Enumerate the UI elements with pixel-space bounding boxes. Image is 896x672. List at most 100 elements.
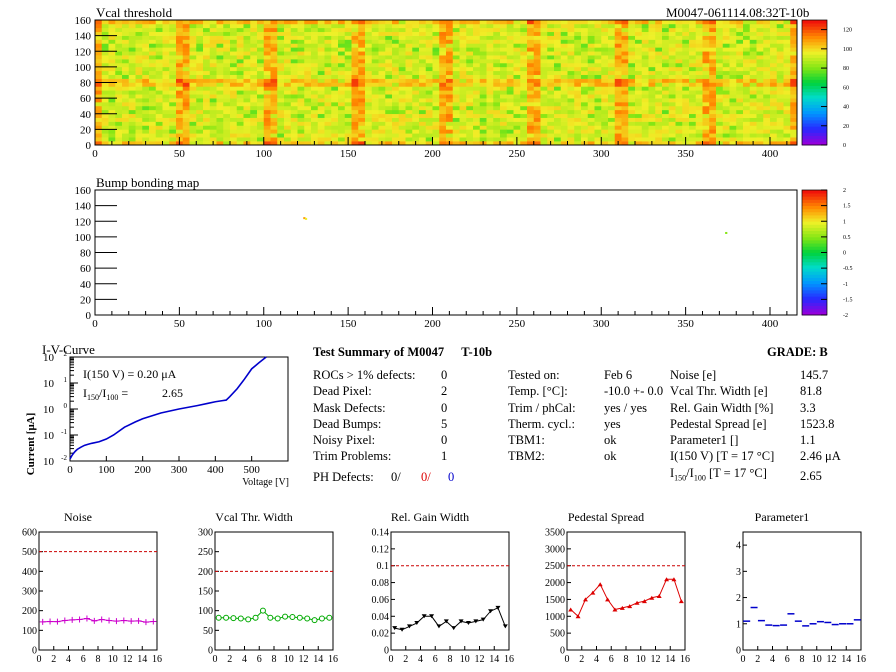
heatmap-cell	[506, 90, 514, 95]
heatmap-cell	[540, 59, 548, 64]
heatmap-cell	[162, 62, 170, 68]
heatmap-cell	[554, 94, 562, 99]
heatmap-cell	[554, 55, 562, 60]
heatmap-cell	[790, 43, 798, 48]
heatmap-cell	[533, 39, 541, 44]
heatmap-cell	[506, 59, 514, 64]
heatmap-cell	[216, 39, 224, 44]
heatmap-cell	[331, 109, 339, 115]
heatmap-cell	[527, 74, 535, 79]
heatmap-cell	[614, 70, 622, 75]
heatmap-cell	[128, 59, 136, 64]
heatmap-cell	[547, 121, 555, 126]
heatmap-cell	[142, 133, 150, 138]
heatmap-cell	[547, 90, 555, 95]
heatmap-cell	[716, 117, 724, 122]
heatmap-cell	[419, 20, 427, 25]
heatmap-cell	[500, 27, 508, 33]
heatmap-cell	[479, 117, 487, 122]
heatmap-cell	[702, 94, 710, 99]
heatmap-cell	[358, 31, 366, 36]
heatmap-cell	[749, 133, 757, 138]
heatmap-cell	[506, 62, 514, 68]
heatmap-cell	[257, 55, 265, 60]
heatmap-cell	[358, 102, 366, 107]
heatmap-cell	[250, 86, 258, 91]
x-tick-label: 100	[256, 318, 273, 330]
heatmap-cell	[203, 27, 211, 33]
heatmap-cell	[628, 82, 636, 87]
heatmap-cell	[466, 129, 474, 134]
heatmap-cell	[574, 109, 582, 115]
heatmap-cell	[763, 20, 771, 25]
heatmap-cell	[783, 20, 791, 25]
heatmap-cell	[203, 47, 211, 52]
heatmap-cell	[608, 62, 616, 68]
heatmap-cell	[277, 59, 285, 64]
heatmap-cell	[344, 70, 352, 75]
heatmap-cell	[776, 117, 784, 122]
heatmap-cell	[601, 94, 609, 99]
heatmap-cell	[513, 90, 521, 95]
heatmap-cell	[304, 23, 312, 29]
heatmap-cell	[635, 121, 643, 126]
heatmap-cell	[513, 23, 521, 29]
heatmap-cell	[452, 47, 460, 52]
heatmap-cell	[257, 70, 265, 75]
heatmap-cell	[182, 94, 190, 99]
right-label: Vcal Thr. Width [e]	[670, 384, 768, 399]
heatmap-cell	[776, 102, 784, 107]
heatmap-cell	[277, 62, 285, 68]
heatmap-cell	[135, 109, 143, 115]
heatmap-cell	[621, 59, 629, 64]
heatmap-cell	[270, 23, 278, 29]
heatmap-cell	[776, 66, 784, 72]
y-tick-label: 1000	[545, 612, 565, 623]
heatmap-cell	[209, 78, 217, 83]
heatmap-cell	[466, 20, 474, 25]
heatmap-cell	[736, 43, 744, 48]
heatmap-cell	[169, 59, 177, 64]
heatmap-cell	[331, 39, 339, 44]
y-tick-label: 0	[208, 646, 213, 657]
heatmap-cell	[439, 66, 447, 72]
right-value: 3.3	[800, 400, 816, 415]
x-tick-label: 0	[37, 654, 42, 665]
heatmap-cell	[655, 129, 663, 134]
heatmap-cell	[169, 51, 177, 56]
heatmap-cell	[776, 121, 784, 126]
heatmap-cell	[459, 141, 467, 146]
heatmap-cell	[540, 43, 548, 48]
heatmap-cell	[196, 70, 204, 75]
heatmap-cell	[108, 137, 116, 142]
heatmap-cell	[722, 66, 730, 72]
heatmap-cell	[722, 51, 730, 56]
heatmap-cell	[628, 35, 636, 40]
heatmap-cell	[263, 70, 271, 75]
heatmap-cell	[331, 94, 339, 99]
heatmap-cell	[641, 43, 649, 48]
heatmap-cell	[128, 117, 136, 122]
heatmap-cell	[304, 98, 312, 103]
heatmap-cell	[230, 39, 238, 44]
heatmap-cell	[446, 74, 454, 79]
heatmap-cell	[736, 70, 744, 75]
heatmap-cell	[608, 35, 616, 40]
heatmap-cell	[479, 86, 487, 91]
heatmap-cell	[419, 31, 427, 36]
heatmap-cell	[209, 39, 217, 44]
data-point	[128, 618, 135, 625]
iv-title: I-V-Curve	[42, 342, 95, 357]
heatmap-cell	[351, 31, 359, 36]
heatmap-cell	[493, 82, 501, 87]
heatmap-cell	[419, 59, 427, 64]
heatmap-cell	[317, 39, 325, 44]
heatmap-cell	[675, 20, 683, 25]
heatmap-cell	[365, 66, 373, 72]
heatmap-cell	[365, 31, 373, 36]
heatmap-cell	[574, 117, 582, 122]
heatmap-cell	[682, 98, 690, 103]
heatmap-cell	[182, 133, 190, 138]
heatmap-cell	[763, 70, 771, 75]
data-point	[414, 621, 420, 626]
